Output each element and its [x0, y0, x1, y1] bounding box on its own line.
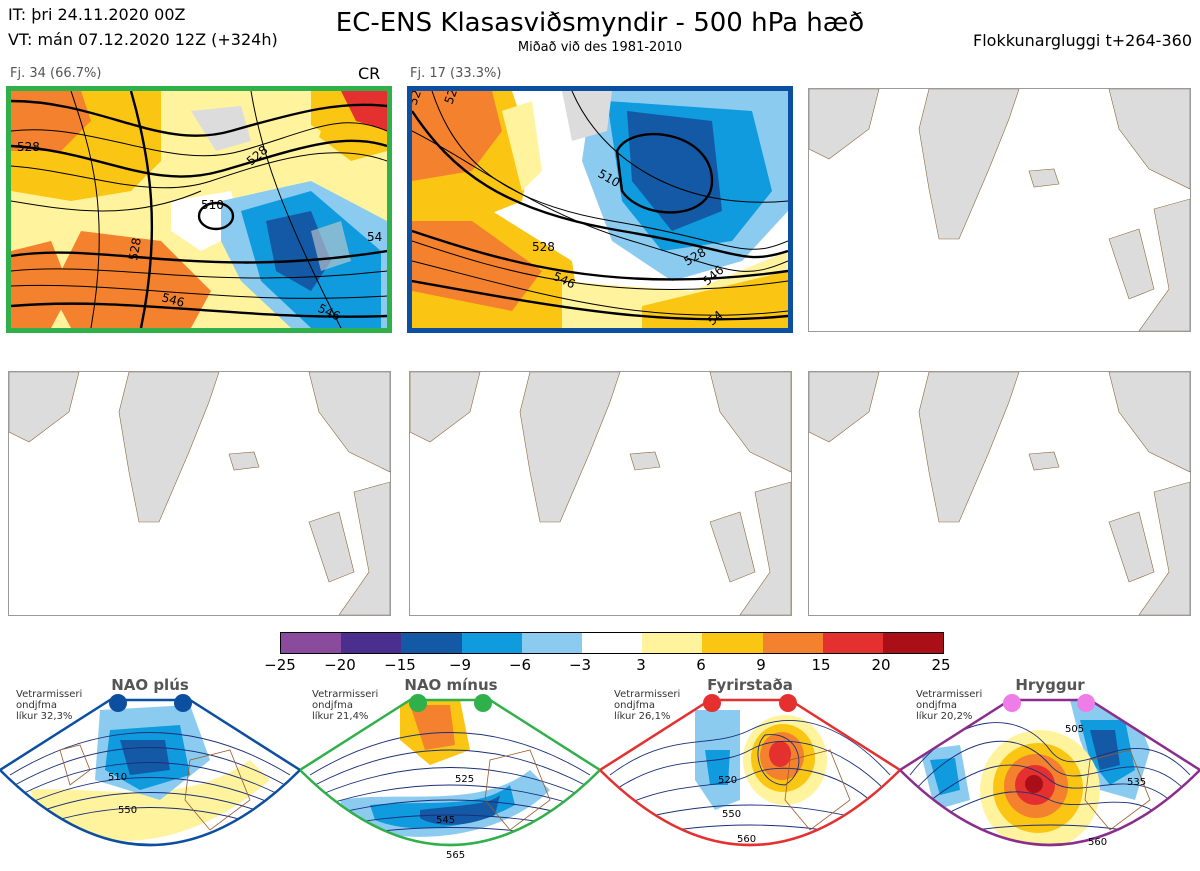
colorbar-swatch	[461, 633, 522, 653]
cluster-1-label: Fj. 34 (66.7%)	[10, 66, 102, 81]
regime-marker-nao-plus-1	[109, 694, 127, 712]
regime-marker-nao-minus-2	[474, 694, 492, 712]
colorbar-tick: 6	[696, 656, 706, 674]
cluster-1-contour-label-546a: 546	[160, 290, 186, 309]
regime-note-nao-plus: Vetrarmisseri ondjfma líkur 32,3%	[16, 689, 83, 722]
regime-title-nao-plus: NAO plús	[111, 676, 189, 694]
colorbar-tick: −15	[384, 656, 416, 674]
colorbar-tick: −25	[264, 656, 296, 674]
regime-marker-ridge-2	[1077, 694, 1095, 712]
page-title: EC-ENS Klasasviðsmyndir - 500 hPa hæð	[335, 8, 865, 38]
empty-map-panel-5	[409, 371, 792, 616]
cluster-1-contour-label-510: 510	[201, 198, 224, 212]
regime-title-nao-minus: NAO mínus	[404, 676, 498, 694]
regime-map-nao-plus: 510 550	[0, 694, 300, 847]
regime-contour-label: 560	[1088, 837, 1107, 848]
regime-contour-label: 510	[108, 772, 127, 783]
cluster-2-map[interactable]: 528 510 528 546 528 546 54 528	[407, 86, 793, 333]
regime-map-blocking: 520 550 560	[600, 694, 900, 847]
colorbar-swatch	[281, 633, 342, 653]
regime-title-ridge: Hryggur	[1015, 676, 1085, 694]
regime-contour-label: 525	[455, 774, 474, 785]
cluster-representative-tag: CR	[358, 64, 381, 83]
cluster-1-contour-label-54: 54	[367, 230, 382, 244]
empty-map-panel-3	[808, 88, 1191, 332]
colorbar-tick: −6	[508, 656, 532, 674]
regime-frame-blocking	[600, 698, 900, 847]
page-subtitle: Miðað við des 1981-2010	[517, 40, 683, 55]
regime-marker-ridge-1	[1003, 694, 1021, 712]
regime-map-ridge: 505 535 560	[900, 694, 1200, 848]
regime-contour-label: 535	[1127, 777, 1146, 788]
colorbar-tick: −3	[568, 656, 592, 674]
map-outline-icon	[809, 372, 1190, 615]
colorbar-tick: 25	[931, 656, 951, 674]
colorbar-tick: 20	[871, 656, 891, 674]
regime-note-nao-minus: Vetrarmisseri ondjfma líkur 21,4%	[312, 689, 379, 722]
colorbar-swatch	[702, 633, 763, 653]
regime-note-blocking: Vetrarmisseri ondjfma líkur 26,1%	[614, 689, 681, 722]
cluster-1-map[interactable]: 510 528 528 528 546 546 54	[6, 86, 392, 333]
regime-note-ridge: Vetrarmisseri ondjfma líkur 20,2%	[916, 689, 983, 722]
regime-contour-label: 545	[436, 815, 455, 826]
regime-contour-label: 520	[718, 775, 737, 786]
regime-contour-label: 550	[722, 809, 741, 820]
regime-title-blocking: Fyrirstaða	[707, 676, 793, 694]
empty-map-panel-6	[808, 371, 1191, 616]
initial-time-label: IT: þri 24.11.2020 00Z	[8, 5, 186, 24]
regime-frame-ridge	[900, 698, 1200, 847]
colorbar-tick: −9	[448, 656, 472, 674]
map-outline-icon	[410, 372, 791, 615]
colorbar-swatch	[822, 633, 883, 653]
regime-marker-blocking-2	[779, 694, 797, 712]
map-outline-icon	[9, 372, 390, 615]
colorbar-tick: −20	[324, 656, 356, 674]
regime-frame-nao-minus	[300, 698, 600, 847]
regime-contour-label: 560	[737, 834, 756, 845]
colorbar-swatch	[401, 633, 462, 653]
colorbar-swatch	[521, 633, 582, 653]
cluster-1-contour-label-528c: 528	[126, 237, 144, 262]
colorbar-swatch	[762, 633, 823, 653]
colorbar-swatch	[341, 633, 402, 653]
regime-map-nao-minus: 525 545 565	[300, 694, 600, 861]
colorbar-tick: 3	[636, 656, 646, 674]
cluster-1-contour-label-528a: 528	[17, 140, 40, 154]
regime-marker-nao-minus-1	[409, 694, 427, 712]
colorbar-tick: 9	[756, 656, 766, 674]
cluster-window-label: Flokkunargluggi t+264-360	[973, 31, 1192, 50]
regime-contour-label: 550	[118, 805, 137, 816]
cluster-2-label: Fj. 17 (33.3%)	[410, 66, 502, 81]
cluster-2-map-graphic: 528 510 528 546 528 546 54 528	[412, 91, 788, 328]
colorbar-swatch	[581, 633, 643, 653]
colorbar	[280, 632, 944, 654]
colorbar-tick: 15	[811, 656, 831, 674]
cluster-2-contour-label-528b: 528	[532, 240, 555, 254]
cluster-1-map-graphic: 510 528 528 528 546 546 54	[11, 91, 387, 328]
regime-frame-nao-plus	[0, 698, 300, 847]
valid-time-label: VT: mán 07.12.2020 12Z (+324h)	[8, 30, 278, 49]
colorbar-swatch	[642, 633, 703, 653]
colorbar-swatch	[882, 633, 944, 653]
regime-contour-label: 565	[446, 850, 465, 861]
empty-map-panel-4	[8, 371, 391, 616]
map-outline-icon	[809, 89, 1190, 331]
regime-marker-blocking-1	[703, 694, 721, 712]
regime-marker-nao-plus-2	[174, 694, 192, 712]
regime-contour-label: 505	[1065, 724, 1084, 735]
